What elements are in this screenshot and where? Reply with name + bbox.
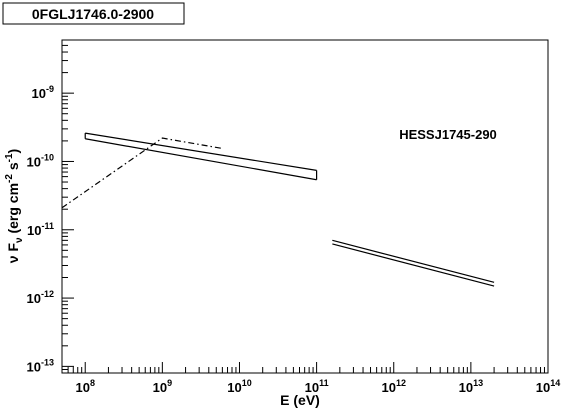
y-tick-label: 10-12 (27, 289, 54, 306)
x-tick-label: 1011 (305, 378, 329, 395)
plot-frame (61, 39, 549, 374)
series-line-1 (85, 132, 317, 171)
x-tick-label: 109 (153, 378, 172, 395)
x-tick-label: 1010 (227, 378, 251, 395)
x-tick-label: 1012 (381, 378, 405, 395)
series-line-6 (332, 243, 495, 287)
x-axis-label: E (eV) (280, 392, 320, 408)
y-tick-label: 10-10 (27, 152, 54, 169)
y-tick-label: 10-11 (27, 221, 54, 238)
x-tick-label: 1013 (459, 378, 483, 395)
chart-title: 0FGLJ1746.0-2900 (32, 6, 154, 22)
series-line-2 (85, 138, 317, 181)
series-group (61, 132, 495, 287)
x-tick-label: 1014 (536, 378, 560, 395)
series-line-7 (61, 137, 223, 209)
y-axis-label: ν Fν (erg cm-2 s-1) (4, 149, 25, 263)
title-box (2, 2, 185, 25)
x-tick-label: 108 (75, 378, 94, 395)
tick-labels: 108 109 1010 1011 1012 1013 1014 10-13 10-12 10-1… (27, 84, 561, 395)
axis-ticks (61, 44, 549, 374)
source-annotation: HESSJ1745-290 (399, 127, 497, 142)
series-line-5 (332, 239, 495, 283)
y-tick-label: 10-9 (32, 84, 54, 101)
y-tick-label: 10-13 (27, 357, 54, 374)
